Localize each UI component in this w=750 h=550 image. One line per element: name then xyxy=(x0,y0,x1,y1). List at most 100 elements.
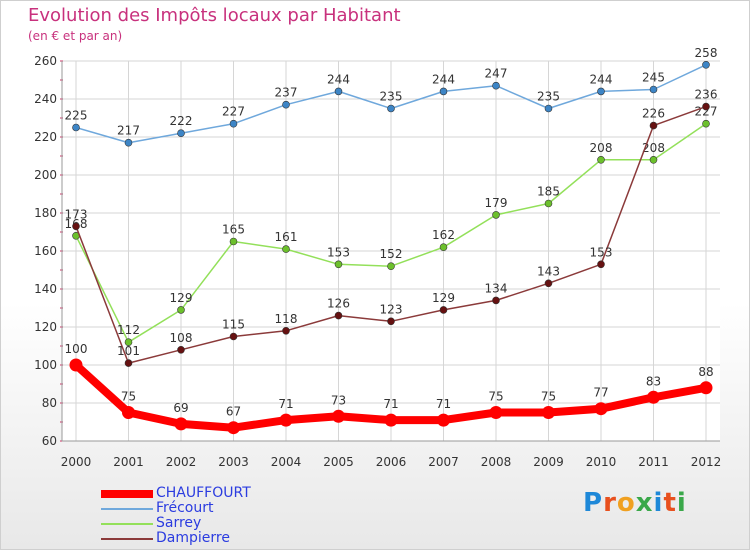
legend-item-frecourt: Frécourt xyxy=(101,500,361,516)
series-point-dampierre-2011 xyxy=(649,121,658,130)
series-point-chauffourt-2010 xyxy=(594,402,608,416)
series-point-dampierre-2008 xyxy=(492,296,500,305)
series-point-dampierre-2002 xyxy=(177,345,185,354)
data-label-chauffourt-2003: 67 xyxy=(226,405,241,419)
data-label-frecourt-2001: 217 xyxy=(117,124,140,138)
data-label-dampierre-2005: 126 xyxy=(327,297,350,311)
y-tick-label-160: 160 xyxy=(34,244,57,258)
data-label-dampierre-2004: 118 xyxy=(275,312,298,326)
data-label-frecourt-2002: 222 xyxy=(170,114,193,128)
series-point-dampierre-2005 xyxy=(334,311,343,320)
data-label-chauffourt-2010: 77 xyxy=(593,386,608,400)
x-tick-label-2003: 2003 xyxy=(218,455,249,469)
data-label-chauffourt-2008: 75 xyxy=(488,390,503,404)
x-tick-label-2009: 2009 xyxy=(533,455,564,469)
series-point-frecourt-2004 xyxy=(282,100,290,109)
data-label-chauffourt-2004: 71 xyxy=(278,397,293,411)
logo-letter: o xyxy=(616,488,636,518)
series-point-sarrey-2002 xyxy=(177,306,185,314)
series-point-chauffourt-2009 xyxy=(542,406,555,419)
series-point-chauffourt-2004 xyxy=(279,413,293,427)
y-tick-label-140: 140 xyxy=(34,282,57,296)
x-tick-label-2001: 2001 xyxy=(113,455,144,469)
series-point-dampierre-2006 xyxy=(387,317,395,326)
series-point-sarrey-2012 xyxy=(702,119,710,128)
data-label-dampierre-2001: 101 xyxy=(117,344,140,358)
data-label-dampierre-2010: 153 xyxy=(590,245,613,259)
legend-swatch-sarrey xyxy=(101,523,153,525)
series-point-chauffourt-2001 xyxy=(122,406,135,419)
data-label-chauffourt-2012: 88 xyxy=(698,365,713,379)
data-label-frecourt-2007: 244 xyxy=(432,72,455,86)
series-point-sarrey-2011 xyxy=(649,156,658,164)
series-point-sarrey-2010 xyxy=(597,156,605,164)
series-point-frecourt-2012 xyxy=(702,60,710,69)
data-label-dampierre-2009: 143 xyxy=(537,264,560,278)
data-label-frecourt-2006: 235 xyxy=(380,90,403,104)
series-point-chauffourt-2011 xyxy=(647,390,660,404)
data-label-dampierre-2012: 236 xyxy=(695,88,718,102)
x-tick-label-2007: 2007 xyxy=(428,455,459,469)
y-tick-label-80: 80 xyxy=(42,396,57,410)
series-point-dampierre-2003 xyxy=(229,332,238,341)
series-point-sarrey-2008 xyxy=(492,211,500,219)
series-point-dampierre-2007 xyxy=(439,306,448,314)
data-label-sarrey-2007: 162 xyxy=(432,228,455,242)
chart-title: Evolution des Impôts locaux par Habitant xyxy=(28,5,401,26)
legend-swatch-chauffourt xyxy=(101,490,153,498)
series-point-dampierre-2004 xyxy=(282,326,290,335)
data-label-sarrey-2003: 165 xyxy=(222,223,245,237)
series-point-sarrey-2001 xyxy=(124,338,133,347)
data-label-dampierre-2000: 173 xyxy=(65,207,88,221)
legend-label-dampierre: Dampierre xyxy=(156,530,230,546)
series-point-frecourt-2008 xyxy=(492,81,500,90)
x-tick-label-2005: 2005 xyxy=(323,455,354,469)
x-tick-label-2012: 2012 xyxy=(691,455,722,469)
y-tick-label-180: 180 xyxy=(34,206,57,220)
x-tick-label-2004: 2004 xyxy=(271,455,302,469)
legend-swatch-frecourt xyxy=(101,508,153,510)
data-label-sarrey-2009: 185 xyxy=(537,185,560,199)
data-label-frecourt-2000: 225 xyxy=(65,109,88,123)
data-label-dampierre-2002: 108 xyxy=(170,331,193,345)
legend-item-chauffourt: CHAUFFOURT xyxy=(101,485,361,501)
x-tick-label-2000: 2000 xyxy=(61,455,92,469)
data-label-chauffourt-2011: 83 xyxy=(646,374,661,388)
data-label-frecourt-2010: 244 xyxy=(590,72,613,86)
data-label-sarrey-2008: 179 xyxy=(485,196,508,210)
legend-swatch-dampierre xyxy=(101,538,153,540)
data-label-chauffourt-2009: 75 xyxy=(541,390,556,404)
data-label-sarrey-2011: 208 xyxy=(642,141,665,155)
series-point-chauffourt-2008 xyxy=(489,406,503,419)
legend-item-dampierre: Dampierre xyxy=(101,530,361,546)
data-label-dampierre-2003: 115 xyxy=(222,318,245,332)
data-label-frecourt-2012: 258 xyxy=(695,46,718,60)
series-point-chauffourt-2012 xyxy=(699,381,713,395)
data-label-dampierre-2007: 129 xyxy=(432,291,455,305)
y-tick-label-240: 240 xyxy=(34,92,57,106)
data-label-sarrey-2005: 153 xyxy=(327,245,350,259)
series-point-dampierre-2001 xyxy=(124,359,133,367)
series-point-sarrey-2003 xyxy=(229,237,238,246)
y-tick-label-60: 60 xyxy=(42,434,57,448)
data-label-chauffourt-2002: 69 xyxy=(173,401,188,415)
data-label-frecourt-2009: 235 xyxy=(537,90,560,104)
y-tick-label-120: 120 xyxy=(34,320,57,334)
series-point-chauffourt-2002 xyxy=(174,417,188,431)
logo-letter: i xyxy=(653,488,664,518)
logo-letter: i xyxy=(676,488,687,518)
data-label-frecourt-2011: 245 xyxy=(642,71,665,85)
series-point-frecourt-2005 xyxy=(334,87,343,96)
series-point-dampierre-2012 xyxy=(702,102,710,111)
legend-label-frecourt: Frécourt xyxy=(156,500,214,516)
legend-label-chauffourt: CHAUFFOURT xyxy=(156,485,251,501)
series-point-frecourt-2003 xyxy=(229,119,238,128)
series-point-frecourt-2000 xyxy=(72,123,80,132)
data-label-sarrey-2004: 161 xyxy=(275,230,298,244)
chart-subtitle: (en € et par an) xyxy=(28,29,123,43)
logo-letter: P xyxy=(583,488,604,518)
series-point-sarrey-2009 xyxy=(544,199,553,208)
logo-letter: r xyxy=(603,488,617,518)
